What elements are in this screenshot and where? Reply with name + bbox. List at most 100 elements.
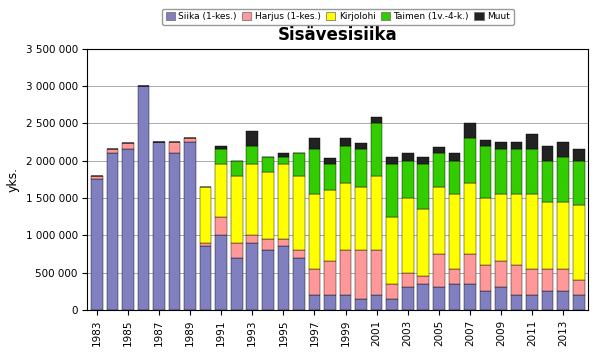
Bar <box>371 117 383 123</box>
Bar <box>558 269 569 291</box>
Bar <box>91 179 102 310</box>
Bar <box>371 123 383 175</box>
Bar <box>107 153 118 310</box>
Bar <box>340 295 352 310</box>
Bar <box>402 273 414 287</box>
Bar <box>480 291 491 310</box>
Bar <box>293 250 305 258</box>
Bar <box>542 202 553 269</box>
Bar <box>418 276 429 284</box>
Bar <box>402 161 414 198</box>
Bar <box>511 142 522 149</box>
Bar <box>542 269 553 291</box>
Bar <box>495 149 507 194</box>
Bar <box>449 194 460 269</box>
Bar <box>231 175 243 243</box>
Bar <box>293 153 305 175</box>
Bar <box>418 284 429 310</box>
Bar <box>309 194 320 269</box>
Bar <box>386 164 398 216</box>
Bar <box>495 287 507 310</box>
Bar <box>464 123 476 138</box>
Bar <box>511 265 522 295</box>
Bar <box>262 157 274 172</box>
Bar <box>402 153 414 161</box>
Bar <box>449 284 460 310</box>
Bar <box>495 194 507 261</box>
Bar <box>573 161 584 205</box>
Bar <box>262 239 274 250</box>
Bar <box>246 164 258 235</box>
Bar <box>200 187 211 243</box>
Bar <box>122 143 134 149</box>
Bar <box>122 149 134 310</box>
Bar <box>169 142 180 153</box>
Bar <box>480 146 491 198</box>
Bar <box>386 299 398 310</box>
Bar <box>324 158 336 164</box>
Y-axis label: yks.: yks. <box>7 167 20 192</box>
Bar <box>464 183 476 254</box>
Bar <box>464 254 476 284</box>
Bar <box>433 147 444 153</box>
Bar <box>433 153 444 187</box>
Bar <box>402 198 414 273</box>
Bar <box>495 142 507 149</box>
Bar <box>449 153 460 161</box>
Bar <box>215 146 227 149</box>
Bar <box>324 164 336 190</box>
Bar <box>277 153 289 157</box>
Bar <box>215 216 227 235</box>
Bar <box>464 284 476 310</box>
Bar <box>495 261 507 287</box>
Bar <box>293 175 305 250</box>
Bar <box>107 149 118 153</box>
Bar <box>433 187 444 254</box>
Bar <box>340 183 352 250</box>
Bar <box>386 157 398 164</box>
Bar <box>511 295 522 310</box>
Bar <box>371 175 383 250</box>
Bar <box>277 164 289 239</box>
Bar <box>449 161 460 194</box>
Bar <box>293 258 305 310</box>
Bar <box>542 146 553 161</box>
Bar <box>324 261 336 295</box>
Bar <box>169 153 180 310</box>
Bar <box>200 243 211 246</box>
Bar <box>324 190 336 261</box>
Bar <box>526 269 538 295</box>
Title: Sisävesisiika: Sisävesisiika <box>278 26 397 44</box>
Bar <box>542 291 553 310</box>
Bar <box>480 198 491 265</box>
Bar <box>324 295 336 310</box>
Bar <box>511 194 522 265</box>
Bar <box>558 157 569 202</box>
Bar <box>340 146 352 183</box>
Bar <box>573 205 584 280</box>
Bar <box>184 138 196 142</box>
Bar <box>153 142 165 310</box>
Bar <box>526 149 538 194</box>
Bar <box>309 269 320 295</box>
Bar <box>464 138 476 183</box>
Bar <box>340 250 352 295</box>
Legend: Siika (1-kes.), Harjus (1-kes.), Kirjolohi, Taimen (1v.-4-k.), Muut: Siika (1-kes.), Harjus (1-kes.), Kirjolo… <box>162 9 513 25</box>
Bar <box>542 161 553 202</box>
Bar <box>386 216 398 284</box>
Bar <box>309 149 320 194</box>
Bar <box>573 295 584 310</box>
Bar <box>262 250 274 310</box>
Bar <box>215 164 227 216</box>
Bar <box>433 287 444 310</box>
Bar <box>386 284 398 299</box>
Bar <box>246 235 258 243</box>
Bar <box>355 143 367 149</box>
Bar <box>200 246 211 310</box>
Bar <box>215 235 227 310</box>
Bar <box>480 140 491 146</box>
Bar <box>277 157 289 164</box>
Bar <box>246 146 258 164</box>
Bar <box>355 250 367 299</box>
Bar <box>231 161 243 175</box>
